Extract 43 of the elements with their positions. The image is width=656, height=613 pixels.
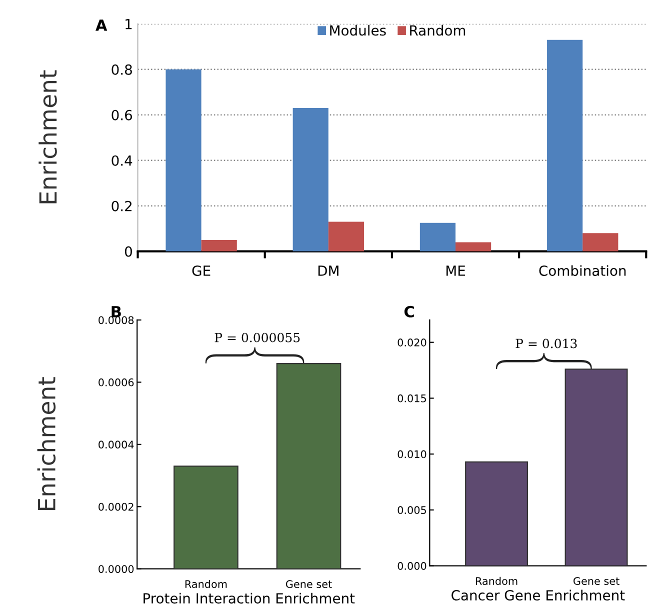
y-tick-label: 0.005 [398, 506, 426, 514]
bar [582, 233, 618, 252]
legend-label: Random [410, 24, 466, 36]
y-tick-label: 0.000 [398, 562, 426, 570]
chart-title: C [404, 306, 414, 318]
y-tick-label: 0.4 [112, 155, 132, 166]
y-axis-title: Enrichment [38, 70, 57, 204]
x-tick-label: DM [318, 266, 338, 276]
y-tick-label: 0.8 [112, 64, 132, 75]
y-tick-label: 0.6 [112, 110, 132, 120]
y-tick-label: 0 [124, 246, 132, 257]
x-tick-label: Combination [539, 265, 626, 276]
legend-label: Modules [330, 24, 386, 36]
bar [292, 108, 328, 252]
chart-title: A [96, 20, 108, 31]
x-tick-label: ME [446, 266, 465, 276]
y-tick-label: 0.2 [112, 200, 132, 212]
y-tick-label: 0.0004 [98, 440, 134, 449]
x-tick-label: Random [476, 576, 518, 585]
bar [328, 222, 364, 252]
chart-title: B [112, 306, 121, 318]
y-tick-label: 0.020 [398, 338, 426, 346]
bar [166, 69, 202, 252]
bar [420, 222, 456, 252]
annotation: P = 0.000055 [214, 332, 300, 342]
y-tick-label: 0.0002 [98, 502, 134, 511]
y-axis-title: Enrichment [37, 377, 56, 510]
bar [456, 242, 492, 252]
x-axis-title: Cancer Gene Enrichment [452, 590, 625, 601]
y-tick-label: 0.0006 [98, 378, 134, 386]
x-tick-label: Gene set [286, 580, 332, 588]
x-tick-label: Random [185, 580, 227, 588]
x-axis-title: Protein Interaction Enrichment [144, 592, 355, 604]
bar [547, 40, 583, 252]
annotation: P = 0.013 [516, 338, 577, 348]
bar [201, 240, 237, 252]
y-tick-label: 0.0000 [98, 565, 134, 573]
x-tick-label: Gene set [574, 577, 620, 585]
y-tick-label: 0.010 [398, 450, 426, 458]
y-tick-label: 1 [126, 19, 132, 30]
x-tick-label: GE [192, 265, 210, 276]
y-tick-label: 0.015 [398, 394, 426, 402]
y-tick-label: 0.0008 [98, 316, 134, 324]
